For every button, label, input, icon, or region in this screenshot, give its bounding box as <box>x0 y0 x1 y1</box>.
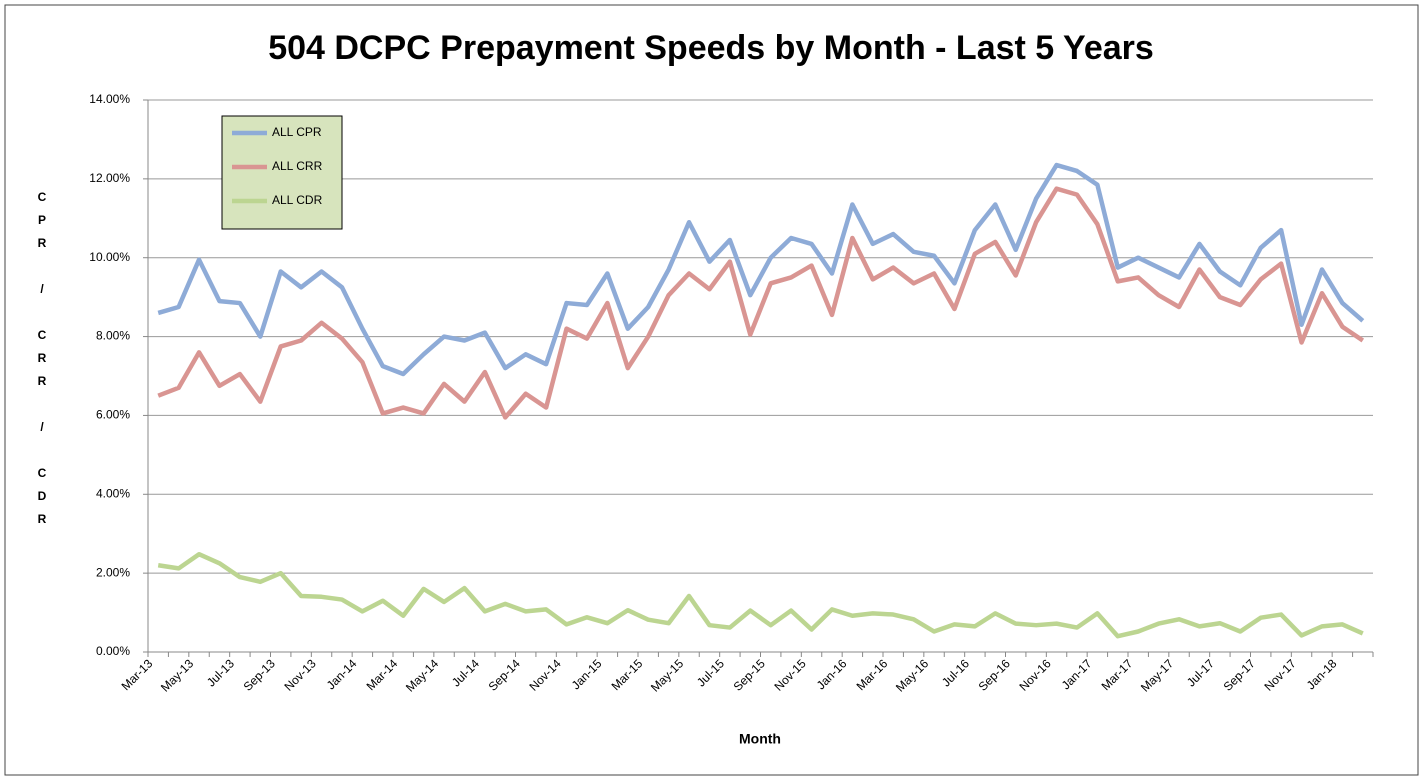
y-tick-label: 8.00% <box>96 329 130 343</box>
legend-label: ALL CDR <box>272 193 323 207</box>
series-line <box>157 186 1365 420</box>
chart-title: 504 DCPC Prepayment Speeds by Month - La… <box>268 29 1154 67</box>
y-tick-label: 14.00% <box>89 92 130 106</box>
x-axis-title: Month <box>739 731 781 747</box>
y-tick-label: 2.00% <box>96 565 130 579</box>
y-tick-label: 4.00% <box>96 486 130 500</box>
legend-label: ALL CPR <box>272 125 322 139</box>
y-tick-label: 10.00% <box>89 250 130 264</box>
series-line <box>157 551 1364 639</box>
y-tick-label: 6.00% <box>96 408 130 422</box>
y-tick-label: 12.00% <box>89 171 130 185</box>
y-axis-title: CPR / CRR / CDR <box>35 190 49 535</box>
y-tick-label: 0.00% <box>96 644 130 658</box>
series-line <box>157 162 1365 377</box>
legend-label: ALL CRR <box>272 159 323 173</box>
